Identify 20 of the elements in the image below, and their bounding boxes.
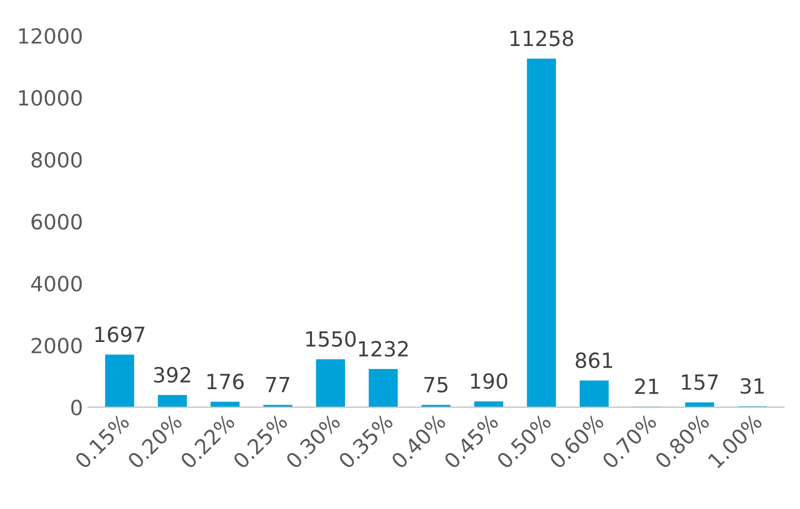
y-tick-label: 4000 (31, 276, 82, 292)
y-tick-label: 6000 (32, 214, 82, 230)
data-label: 157 (682, 374, 718, 390)
data-label: 1550 (306, 331, 356, 347)
y-tick-label: 10000 (19, 90, 82, 106)
data-label: 392 (154, 366, 190, 383)
y-tick-label: 2000 (32, 338, 82, 354)
y-tick-label: 12000 (19, 28, 82, 44)
data-label: 190 (471, 373, 508, 389)
data-label: 1697 (95, 326, 144, 342)
data-label: 75 (424, 377, 448, 393)
y-tick-label: 8000 (32, 152, 82, 168)
data-label: 861 (576, 352, 612, 368)
data-label: 77 (266, 376, 290, 392)
data-label: 1232 (359, 340, 408, 357)
data-label: 31 (740, 378, 764, 394)
y-tick-label: 0 (71, 400, 82, 416)
data-label: 11258 (510, 30, 574, 46)
data-label: 176 (207, 374, 244, 390)
data-label: 21 (635, 378, 658, 394)
